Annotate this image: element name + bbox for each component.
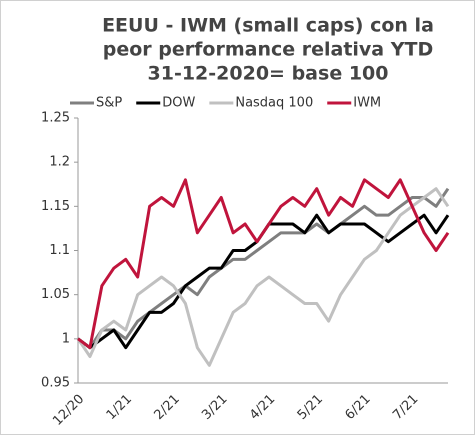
series-line: [77, 178, 450, 350]
chart-title: peor performance relativa YTD: [103, 39, 433, 61]
chart-title: EEUU - IWM (small caps) con la: [102, 15, 434, 37]
chart-title: 31-12-2020= base 100: [148, 63, 389, 85]
y-tick-label: 1.05: [41, 287, 70, 302]
y-tick-label: 1.25: [41, 111, 70, 126]
y-tick-label: 1: [62, 331, 70, 346]
y-tick-label: 1.1: [49, 243, 70, 258]
legend-label: DOW: [162, 96, 195, 111]
legend-label: IWM: [353, 96, 381, 111]
series-line: [76, 187, 450, 367]
series-line: [77, 187, 450, 350]
y-tick-label: 1.2: [49, 155, 70, 170]
y-tick-label: 1.15: [41, 199, 70, 214]
y-tick-label: 0.95: [41, 376, 70, 391]
legend-label: S&P: [96, 96, 122, 111]
legend-label: Nasdaq 100: [235, 96, 313, 111]
